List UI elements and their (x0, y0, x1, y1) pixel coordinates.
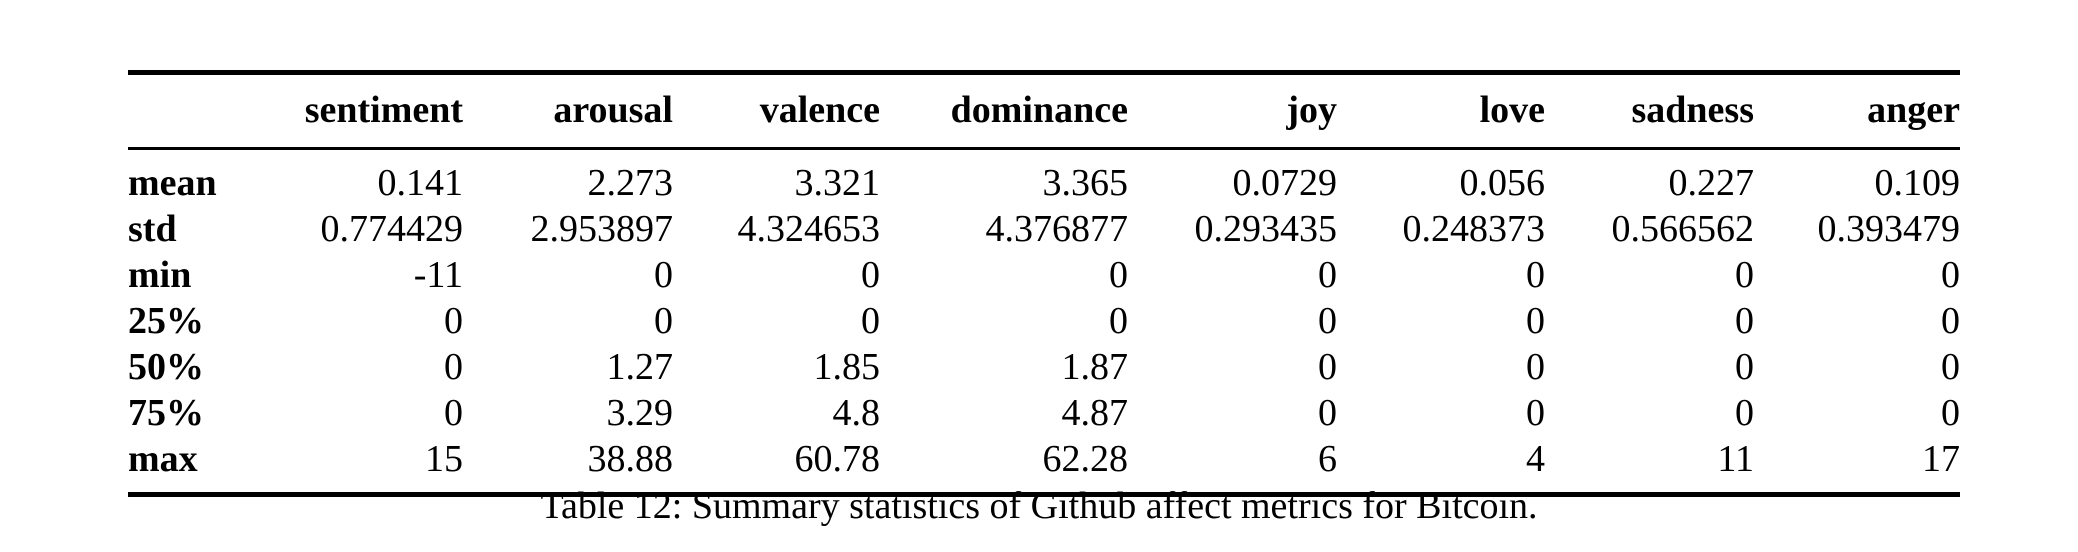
table-cell: 0.293435 (1194, 208, 1338, 250)
table-cell: 0.056 (1459, 162, 1546, 204)
table-cell: 0.774429 (320, 208, 464, 250)
column-header-joy: joy (1286, 89, 1337, 131)
table-cell: 0 (1735, 392, 1754, 434)
table-cell: 0.393479 (1817, 208, 1961, 250)
table-cell: 0.141 (377, 162, 464, 204)
table-cell: 3.29 (606, 392, 674, 434)
column-header-love: love (1479, 89, 1545, 131)
table-cell: 0 (861, 254, 880, 296)
table-cell: 0 (1735, 346, 1754, 388)
row-label-50-percent: 50% (128, 346, 204, 388)
summary-statistics-table: sentiment arousal valence dominance joy … (128, 70, 1960, 497)
table-cell: 0 (1318, 300, 1337, 342)
table-cell: 62.28 (1042, 438, 1129, 480)
table-cell: 0 (861, 300, 880, 342)
table-cell: 0 (1318, 254, 1337, 296)
column-header-dominance: dominance (950, 89, 1128, 131)
column-header-sentiment: sentiment (304, 89, 463, 131)
header-row: sentiment arousal valence dominance joy … (128, 72, 1960, 149)
table-cell: 0 (1735, 254, 1754, 296)
table-caption: Table 12: Summary statistics of Github a… (540, 485, 1538, 527)
table-row: std 0.774429 2.953897 4.324653 4.376877 … (128, 206, 1960, 252)
table-cell: 0 (1318, 392, 1337, 434)
row-label-mean: mean (128, 162, 217, 204)
table-cell: 4.376877 (985, 208, 1129, 250)
table-cell: 4.8 (832, 392, 881, 434)
table-row: 50% 0 1.27 1.85 1.87 0 0 0 0 (128, 344, 1960, 390)
table-cell: 2.273 (587, 162, 674, 204)
table-cell: 15 (425, 438, 463, 480)
table-cell: 0 (654, 254, 673, 296)
table-cell: 11 (1717, 438, 1754, 480)
table-cell: 0 (1318, 346, 1337, 388)
table-cell: 0.248373 (1402, 208, 1546, 250)
table-row: 75% 0 3.29 4.8 4.87 0 0 0 0 (128, 390, 1960, 436)
table-cell: 0 (654, 300, 673, 342)
table-cell: 0 (1941, 346, 1960, 388)
table-cell: 0 (444, 392, 463, 434)
row-label-std: std (128, 208, 177, 250)
table-cell: 0 (1526, 300, 1545, 342)
table-cell: 38.88 (587, 438, 674, 480)
table-cell: 0 (1526, 392, 1545, 434)
row-label-max: max (128, 438, 198, 480)
table-cell: 0 (1526, 254, 1545, 296)
table-cell: 0.227 (1668, 162, 1755, 204)
table-cell: 0 (1735, 300, 1754, 342)
table-cell: 0 (1941, 254, 1960, 296)
table-cell: 0 (444, 346, 463, 388)
table-row: max 15 38.88 60.78 62.28 6 4 11 17 (128, 436, 1960, 495)
table-cell: 1.85 (813, 346, 881, 388)
corner-cell (128, 73, 270, 149)
table-cell: 4.87 (1061, 392, 1129, 434)
table-cell: 17 (1922, 438, 1960, 480)
table-cell: 1.87 (1061, 346, 1129, 388)
table-cell: 3.321 (794, 162, 881, 204)
column-header-sadness: sadness (1631, 89, 1755, 131)
table-row: mean 0.141 2.273 3.321 3.365 0.0729 0.05… (128, 149, 1960, 207)
table-cell: 0.566562 (1611, 208, 1755, 250)
table-row: min -11 0 0 0 0 0 0 0 (128, 252, 1960, 298)
table-cell: 4 (1526, 438, 1545, 480)
table-cell: 3.365 (1042, 162, 1129, 204)
table-cell: 0 (1109, 300, 1128, 342)
table-cell: 0 (1941, 300, 1960, 342)
table-cell: -11 (413, 254, 463, 296)
table-cell: 2.953897 (530, 208, 674, 250)
table-cell: 6 (1318, 438, 1337, 480)
column-header-anger: anger (1867, 89, 1960, 131)
table-cell: 0.0729 (1232, 162, 1338, 204)
table-cell: 0 (1526, 346, 1545, 388)
table-cell: 4.324653 (737, 208, 881, 250)
table-row: 25% 0 0 0 0 0 0 0 0 (128, 298, 1960, 344)
table-cell: 60.78 (794, 438, 881, 480)
column-header-arousal: arousal (553, 89, 673, 131)
column-header-valence: valence (759, 89, 880, 131)
table-cell: 0 (444, 300, 463, 342)
table-cell: 0.109 (1874, 162, 1961, 204)
row-label-75-percent: 75% (128, 392, 204, 434)
row-label-25-percent: 25% (128, 300, 204, 342)
row-label-min: min (128, 254, 192, 296)
table-cell: 1.27 (606, 346, 674, 388)
table-cell: 0 (1109, 254, 1128, 296)
table-cell: 0 (1941, 392, 1960, 434)
